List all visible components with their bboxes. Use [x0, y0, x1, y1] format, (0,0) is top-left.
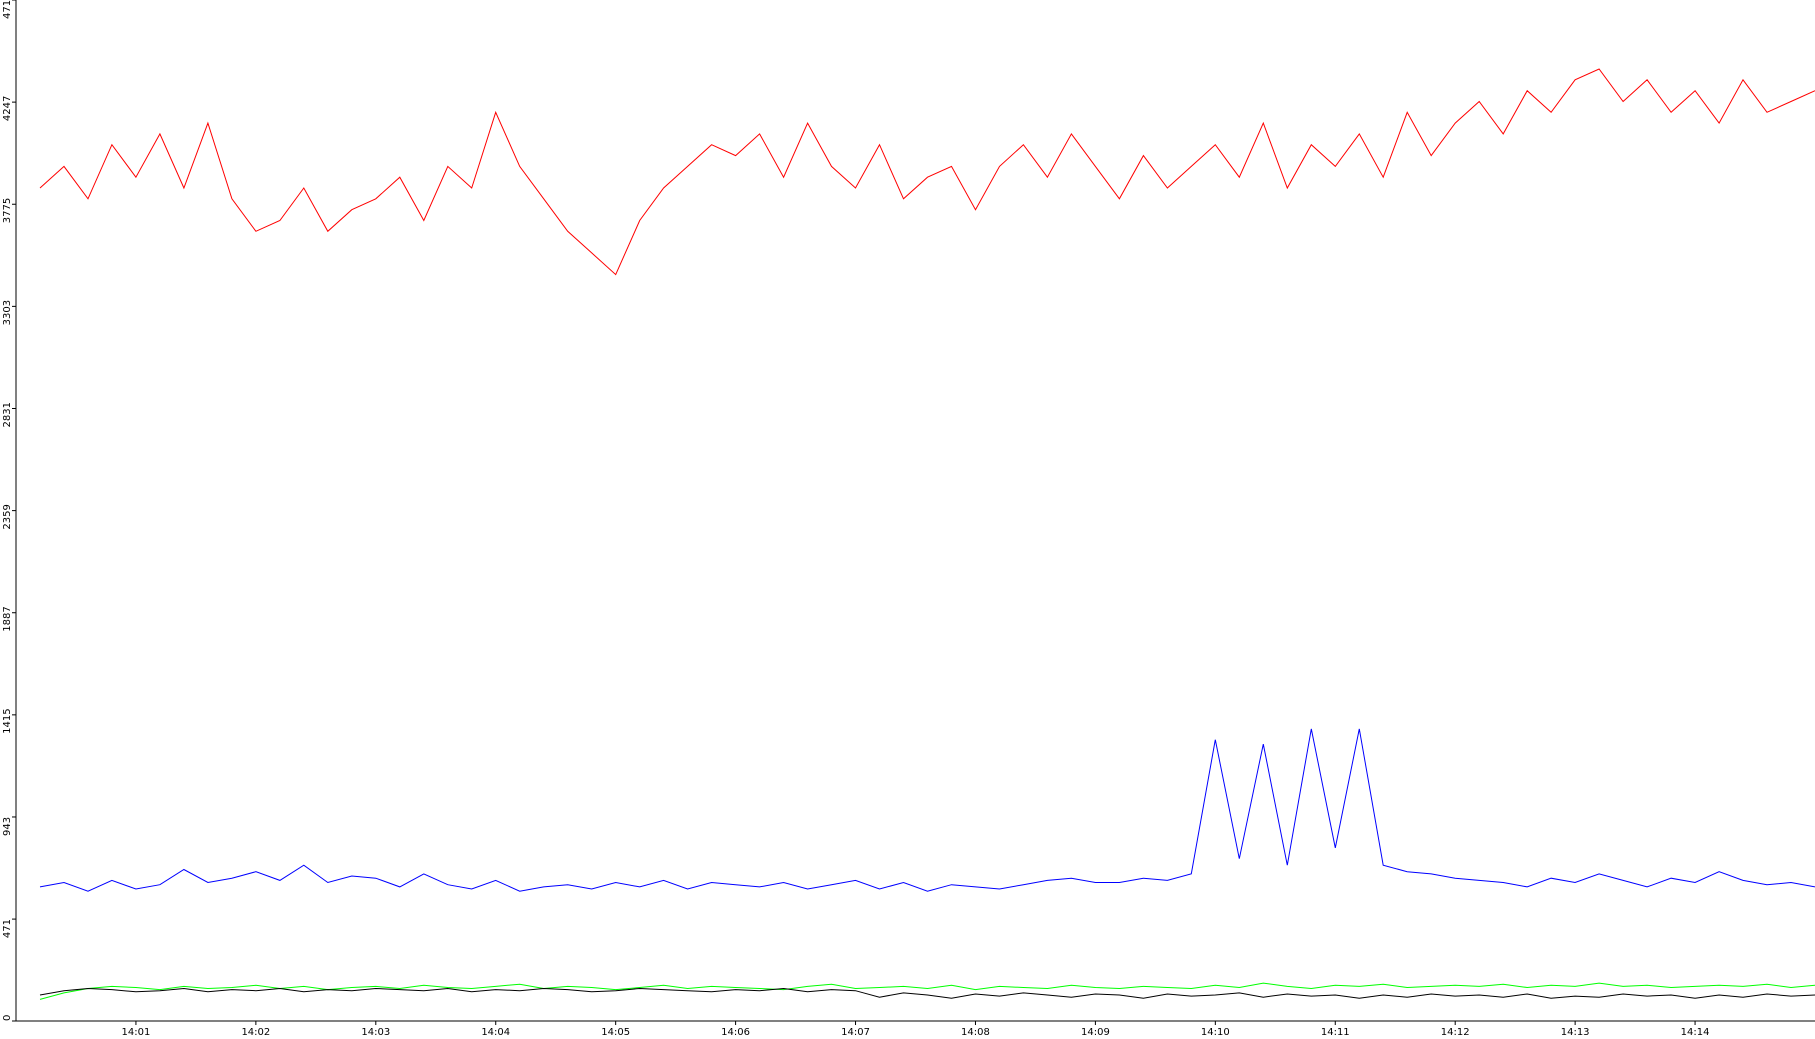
x-tick-label: 14:09: [1081, 1027, 1110, 1038]
x-tick-label: 14:06: [721, 1027, 750, 1038]
series-line: [39, 987, 1815, 999]
x-tick-label: 14:11: [1321, 1027, 1350, 1038]
x-tick-label: 14:13: [1561, 1027, 1590, 1038]
x-tick-label: 14:08: [961, 1027, 990, 1038]
y-tick-label: 2359: [2, 504, 13, 529]
y-tick-label: 3303: [2, 300, 13, 325]
x-tick-label: 14:04: [481, 1027, 510, 1038]
y-tick-label: 2831: [2, 402, 13, 427]
y-tick-label: 471: [2, 919, 13, 938]
y-tick-label: 3775: [2, 198, 13, 223]
y-tick-label: 4719: [2, 0, 13, 19]
x-tick-label: 14:12: [1441, 1027, 1470, 1038]
x-tick-label: 14:03: [361, 1027, 390, 1038]
x-tick-label: 14:05: [601, 1027, 630, 1038]
series-line: [39, 68, 1815, 276]
y-tick-label: 943: [2, 817, 13, 836]
y-tick-label: 1887: [2, 606, 13, 631]
y-tick-label: 1415: [2, 708, 13, 733]
x-tick-label: 14:10: [1201, 1027, 1230, 1038]
series-line: [39, 982, 1815, 1000]
y-tick-label: 0: [2, 1015, 13, 1021]
x-tick-label: 14:02: [241, 1027, 270, 1038]
x-tick-label: 14:14: [1681, 1027, 1710, 1038]
x-tick-label: 14:01: [122, 1027, 151, 1038]
x-tick-label: 14:07: [841, 1027, 870, 1038]
y-tick-label: 4247: [2, 96, 13, 121]
series-line: [39, 728, 1815, 892]
